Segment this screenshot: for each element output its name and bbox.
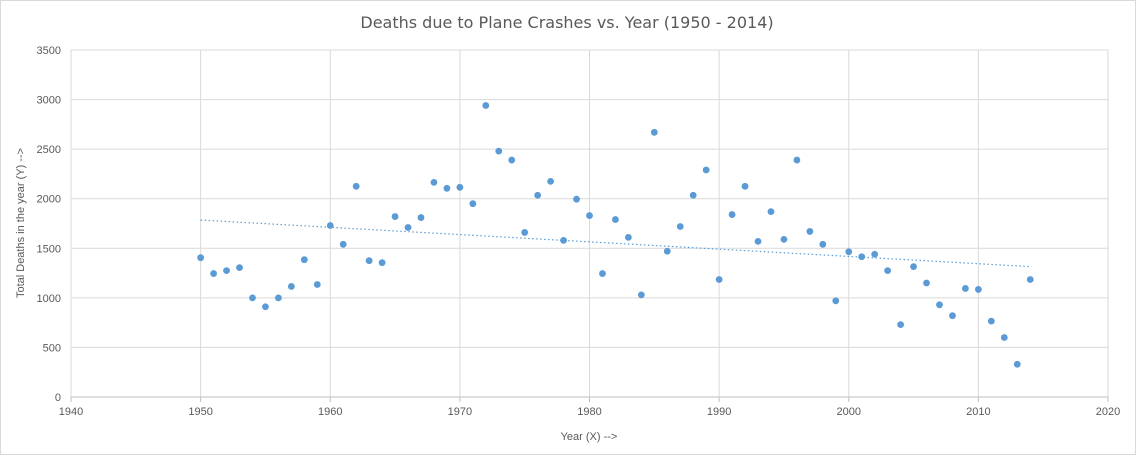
data-point <box>728 211 736 218</box>
y-tick-label: 3000 <box>37 95 61 107</box>
data-point <box>689 191 697 199</box>
chart-title: Deaths due to Plane Crashes vs. Year (19… <box>360 13 773 32</box>
data-point <box>495 147 503 155</box>
data-point <box>832 297 840 305</box>
y-tick-label: 0 <box>55 392 61 404</box>
x-tick-label: 1990 <box>707 406 731 418</box>
x-tick-label: 1940 <box>59 406 83 418</box>
data-point <box>573 195 580 203</box>
data-point <box>767 208 775 216</box>
data-point <box>599 270 606 277</box>
data-point <box>339 240 347 248</box>
data-point <box>443 184 451 192</box>
data-point <box>962 285 969 292</box>
data-point <box>871 250 879 258</box>
data-point <box>417 214 425 221</box>
data-point <box>326 222 334 229</box>
data-point <box>819 240 827 248</box>
y-tick-label: 3500 <box>37 45 61 57</box>
x-tick-label: 2020 <box>1096 406 1120 418</box>
data-point <box>650 128 658 136</box>
data-point <box>223 267 230 274</box>
data-point <box>313 281 321 288</box>
data-point <box>482 102 490 109</box>
y-axis-label: Total Deaths in the year (Y) --> <box>15 148 27 298</box>
data-point <box>715 276 723 283</box>
data-point <box>806 228 814 235</box>
data-point <box>793 156 801 164</box>
data-point <box>858 253 866 261</box>
data-point <box>1026 276 1034 283</box>
data-point <box>197 254 205 262</box>
data-point <box>910 263 917 271</box>
data-point <box>884 267 892 274</box>
data-point <box>521 229 529 236</box>
data-point <box>391 213 399 220</box>
data-point <box>508 156 516 164</box>
data-point <box>547 177 555 185</box>
grid-lines <box>70 49 1109 402</box>
y-tick-label: 2500 <box>37 144 61 156</box>
data-point <box>663 247 671 255</box>
y-tick-label: 1500 <box>37 243 61 255</box>
x-tick-labels: 1940 1950 1960 1970 1980 1990 2000 2010 2020 <box>59 406 1120 418</box>
x-tick-label: 1980 <box>577 406 601 418</box>
data-point <box>586 212 593 219</box>
data-point <box>275 294 282 302</box>
data-point <box>404 224 412 231</box>
data-point <box>974 286 982 293</box>
data-point <box>1013 360 1021 368</box>
y-tick-labels: 0 500 1000 1500 2000 2500 3000 3500 <box>37 45 61 404</box>
data-point <box>702 166 710 174</box>
x-axis-label: Year (X) --> <box>561 431 618 443</box>
data-point <box>624 233 632 241</box>
data-point <box>754 237 762 245</box>
data-point <box>249 294 256 302</box>
data-point <box>287 283 295 290</box>
x-tick-label: 1970 <box>448 406 472 418</box>
data-point <box>430 178 438 186</box>
data-points <box>197 102 1034 368</box>
data-point <box>456 183 464 191</box>
trendline <box>200 219 1031 268</box>
data-point <box>612 216 619 223</box>
data-point <box>352 182 360 190</box>
data-point <box>210 270 217 277</box>
data-point <box>534 191 542 199</box>
data-point <box>469 200 477 208</box>
data-point <box>923 279 930 287</box>
data-point <box>780 235 788 243</box>
data-point <box>560 236 567 244</box>
y-tick-label: 2000 <box>37 194 61 206</box>
data-point <box>236 264 243 272</box>
data-point <box>741 182 749 190</box>
x-tick-label: 1950 <box>188 406 212 418</box>
data-point <box>365 257 373 265</box>
data-point <box>936 301 943 309</box>
x-tick-label: 1960 <box>318 406 342 418</box>
data-point <box>1000 334 1008 341</box>
data-point <box>300 256 308 264</box>
data-point <box>378 259 386 267</box>
data-point <box>262 303 269 311</box>
y-tick-label: 1000 <box>37 293 61 305</box>
y-tick-label: 500 <box>43 342 61 354</box>
x-tick-label: 2010 <box>966 406 990 418</box>
data-point <box>949 312 956 320</box>
data-point <box>897 321 904 329</box>
data-point <box>845 248 853 256</box>
data-point <box>676 223 684 230</box>
data-point <box>637 291 645 299</box>
data-point <box>987 317 995 325</box>
trendline-group <box>200 219 1031 268</box>
x-tick-label: 2000 <box>837 406 861 418</box>
